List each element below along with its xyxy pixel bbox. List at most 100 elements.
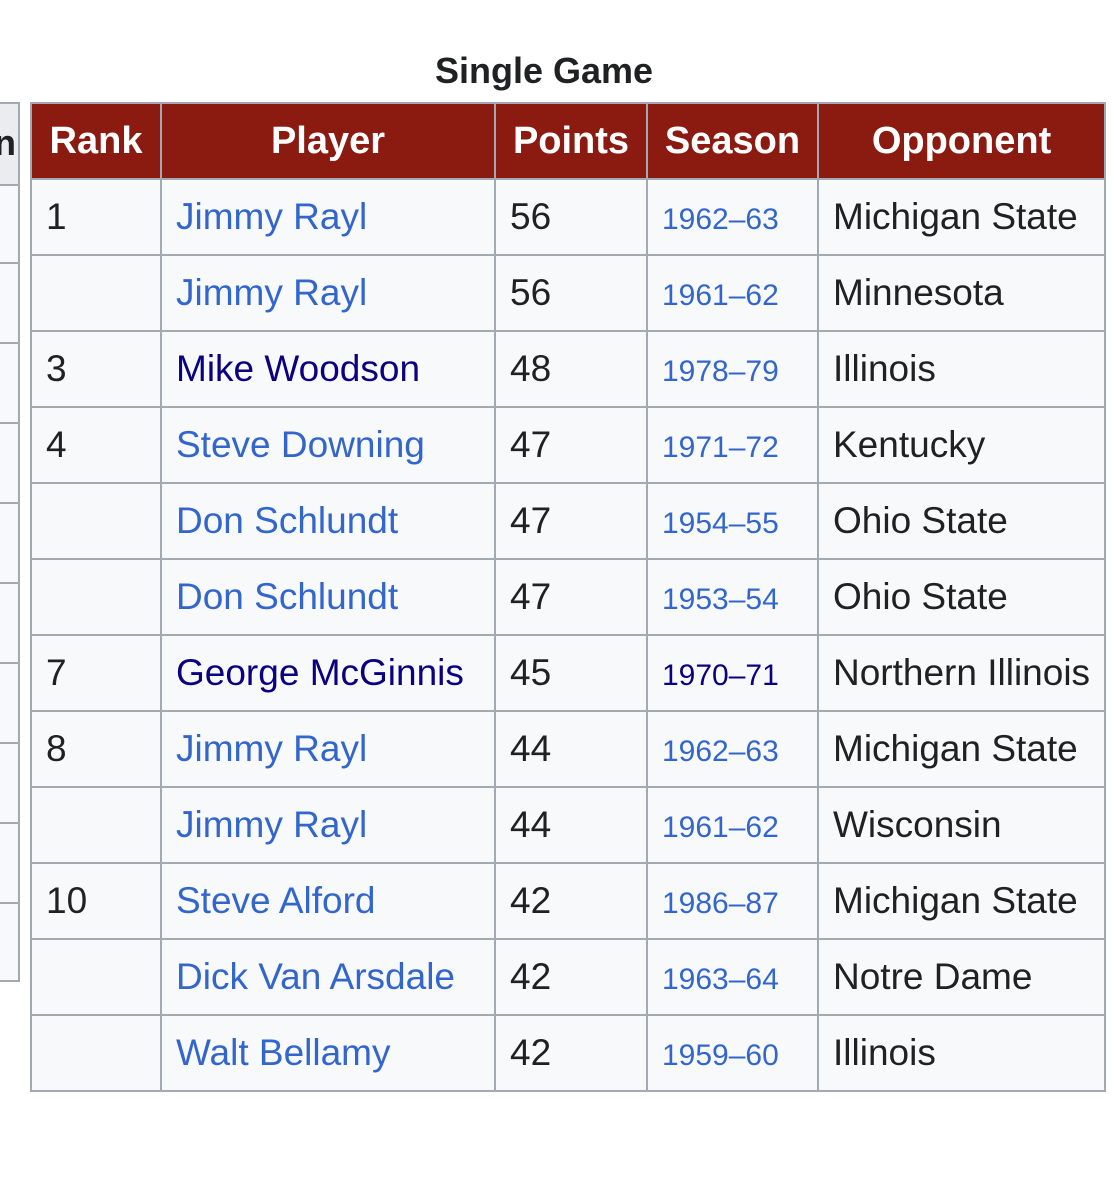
rank-cell: 4 <box>30 406 162 484</box>
player-cell: George McGinnis <box>160 634 496 712</box>
opponent-cell: Minnesota <box>816 254 1107 332</box>
season-link[interactable]: 1986–87 <box>662 887 779 920</box>
player-link[interactable]: Mike Woodson <box>176 348 421 389</box>
season-link[interactable]: 1963–64 <box>662 963 779 996</box>
rank-cell <box>30 558 162 636</box>
adjacent-row-divider <box>0 822 18 824</box>
season-cell: 1954–55 <box>646 482 819 560</box>
adjacent-row-divider <box>0 902 18 904</box>
table-row: Don Schlundt 47 1953–54 Ohio State <box>30 558 1107 636</box>
season-link[interactable]: 1970–71 <box>662 659 779 692</box>
season-link[interactable]: 1959–60 <box>662 1039 779 1072</box>
season-link[interactable]: 1962–63 <box>662 735 779 768</box>
rank-cell <box>30 482 162 560</box>
season-cell: 1953–54 <box>646 558 819 636</box>
opponent-cell: Michigan State <box>816 710 1107 788</box>
points-cell: 44 <box>494 710 648 788</box>
player-link[interactable]: Don Schlundt <box>176 500 399 541</box>
table-row: 1 Jimmy Rayl 56 1962–63 Michigan State <box>30 178 1107 256</box>
points-cell: 48 <box>494 330 648 408</box>
table-caption: Single Game <box>434 50 654 91</box>
player-link[interactable]: Steve Alford <box>176 880 376 921</box>
table-row: 8 Jimmy Rayl 44 1962–63 Michigan State <box>30 710 1107 788</box>
opponent-cell: Illinois <box>816 330 1107 408</box>
table-row: Walt Bellamy 42 1959–60 Illinois <box>30 1014 1107 1092</box>
points-cell: 47 <box>494 406 648 484</box>
table-row: 7 George McGinnis 45 1970–71 Northern Il… <box>30 634 1107 712</box>
player-cell: Steve Alford <box>160 862 496 940</box>
opponent-cell: Michigan State <box>816 178 1107 256</box>
player-cell: Mike Woodson <box>160 330 496 408</box>
single-game-table: Rank Player Points Season Opponent 1 Jim… <box>30 102 1107 1092</box>
opponent-cell: Michigan State <box>816 862 1107 940</box>
player-cell: Dick Van Arsdale <box>160 938 496 1016</box>
season-link[interactable]: 1962–63 <box>662 203 779 236</box>
header-season: Season <box>646 102 819 180</box>
opponent-cell: Notre Dame <box>816 938 1107 1016</box>
player-link[interactable]: Steve Downing <box>176 424 425 465</box>
opponent-cell: Illinois <box>816 1014 1107 1092</box>
player-link[interactable]: Jimmy Rayl <box>176 728 368 769</box>
player-cell: Don Schlundt <box>160 558 496 636</box>
player-link[interactable]: Jimmy Rayl <box>176 196 368 237</box>
player-cell: Jimmy Rayl <box>160 710 496 788</box>
player-link[interactable]: Dick Van Arsdale <box>176 956 455 997</box>
opponent-cell: Northern Illinois <box>816 634 1107 712</box>
adjacent-row-divider <box>0 662 18 664</box>
player-link[interactable]: Don Schlundt <box>176 576 399 617</box>
rank-cell: 10 <box>30 862 162 940</box>
points-cell: 56 <box>494 254 648 332</box>
points-cell: 44 <box>494 786 648 864</box>
player-link[interactable]: Walt Bellamy <box>176 1032 391 1073</box>
opponent-cell: Kentucky <box>816 406 1107 484</box>
adjacent-row-divider <box>0 742 18 744</box>
season-cell: 1961–62 <box>646 254 819 332</box>
season-cell: 1986–87 <box>646 862 819 940</box>
points-cell: 42 <box>494 938 648 1016</box>
player-link[interactable]: George McGinnis <box>176 652 464 693</box>
season-cell: 1970–71 <box>646 634 819 712</box>
rank-cell: 3 <box>30 330 162 408</box>
adjacent-table-header: n <box>0 104 18 186</box>
rank-cell <box>30 938 162 1016</box>
season-link[interactable]: 1978–79 <box>662 355 779 388</box>
season-link[interactable]: 1961–62 <box>662 279 779 312</box>
season-link[interactable]: 1961–62 <box>662 811 779 844</box>
points-cell: 47 <box>494 558 648 636</box>
opponent-cell: Ohio State <box>816 558 1107 636</box>
player-link[interactable]: Jimmy Rayl <box>176 804 368 845</box>
season-link[interactable]: 1971–72 <box>662 431 779 464</box>
adjacent-table-header-fragment: n <box>0 122 16 164</box>
rank-cell: 8 <box>30 710 162 788</box>
adjacent-row-divider <box>0 582 18 584</box>
points-cell: 42 <box>494 1014 648 1092</box>
adjacent-row-divider <box>0 262 18 264</box>
season-cell: 1962–63 <box>646 178 819 256</box>
table-row: 10 Steve Alford 42 1986–87 Michigan Stat… <box>30 862 1107 940</box>
rank-cell <box>30 254 162 332</box>
header-rank: Rank <box>30 102 162 180</box>
points-cell: 45 <box>494 634 648 712</box>
player-cell: Don Schlundt <box>160 482 496 560</box>
points-cell: 56 <box>494 178 648 256</box>
rank-cell: 1 <box>30 178 162 256</box>
table-row: Don Schlundt 47 1954–55 Ohio State <box>30 482 1107 560</box>
season-cell: 1961–62 <box>646 786 819 864</box>
opponent-cell: Wisconsin <box>816 786 1107 864</box>
table-row: Jimmy Rayl 56 1961–62 Minnesota <box>30 254 1107 332</box>
table-row: Dick Van Arsdale 42 1963–64 Notre Dame <box>30 938 1107 1016</box>
season-link[interactable]: 1953–54 <box>662 583 779 616</box>
header-player: Player <box>160 102 496 180</box>
header-opponent: Opponent <box>816 102 1107 180</box>
rank-cell <box>30 786 162 864</box>
table-row: 3 Mike Woodson 48 1978–79 Illinois <box>30 330 1107 408</box>
player-cell: Jimmy Rayl <box>160 254 496 332</box>
player-cell: Steve Downing <box>160 406 496 484</box>
rank-cell: 7 <box>30 634 162 712</box>
table-row: 4 Steve Downing 47 1971–72 Kentucky <box>30 406 1107 484</box>
header-points: Points <box>494 102 648 180</box>
opponent-cell: Ohio State <box>816 482 1107 560</box>
season-link[interactable]: 1954–55 <box>662 507 779 540</box>
player-link[interactable]: Jimmy Rayl <box>176 272 368 313</box>
adjacent-row-divider <box>0 342 18 344</box>
